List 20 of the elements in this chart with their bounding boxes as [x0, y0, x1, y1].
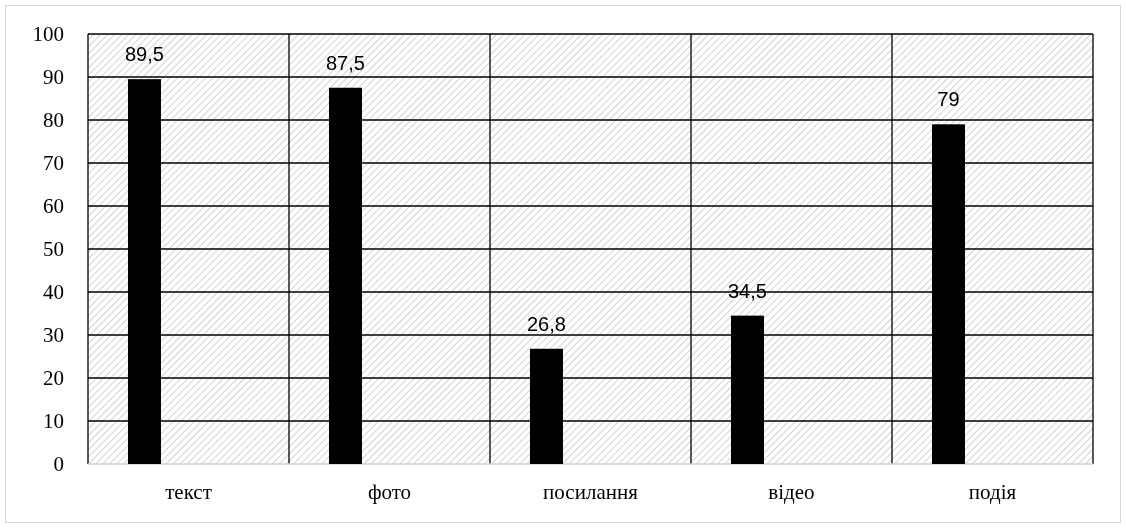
- y-tick-label: 100: [32, 22, 64, 47]
- x-tick-label: фото: [367, 480, 412, 504]
- data-label: 79: [937, 88, 960, 111]
- y-tick-label: 20: [43, 366, 64, 391]
- x-tick-label: відео: [768, 480, 815, 504]
- y-tick-label: 90: [43, 65, 64, 90]
- x-tick-label: подія: [968, 480, 1017, 504]
- data-label: 87,5: [326, 51, 365, 74]
- y-tick-label: 60: [43, 194, 64, 219]
- y-tick-label: 10: [43, 409, 64, 434]
- x-tick-label: текст: [165, 480, 212, 504]
- x-tick-label: посилання: [543, 480, 639, 504]
- y-tick-label: 30: [43, 323, 64, 348]
- y-tick-label: 70: [43, 151, 64, 176]
- data-label: 89,5: [125, 43, 164, 66]
- y-tick-label: 0: [53, 452, 64, 477]
- y-tick-label: 40: [43, 280, 64, 305]
- y-tick-label: 80: [43, 108, 64, 133]
- data-label: 26,8: [527, 312, 566, 335]
- y-tick-label: 50: [43, 237, 64, 262]
